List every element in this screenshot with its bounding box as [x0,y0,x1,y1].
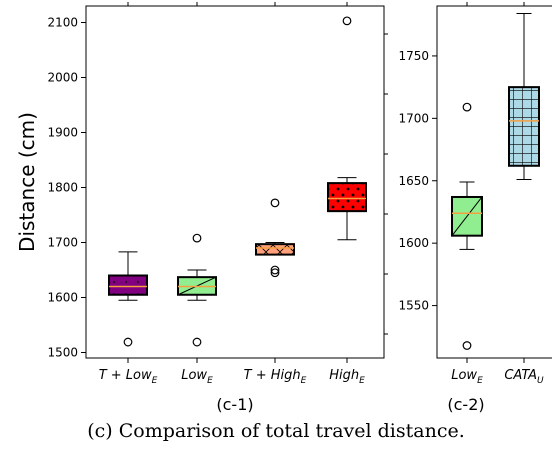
plot-frame [85,5,385,359]
plot-frame [436,5,552,359]
box-hatch [451,196,483,236]
x-tick-label: LowE [451,368,483,386]
box-series [108,16,367,347]
box-1 [177,233,217,347]
x-tick-label: CATAU [504,368,544,386]
outlier-point [270,198,280,208]
box-hatch [328,183,366,212]
panel-c1: 1500 1600 1700 1800 1900 2000 2100 T + LowE Low… [15,2,388,414]
y-tick-label: 1700 [398,111,429,125]
box-hatch [109,275,147,295]
outlier-point [342,16,352,26]
y-tick-label: 1700 [47,236,78,250]
outlier-point [270,265,280,275]
x-axis: LowE CATAU [451,2,544,386]
outlier-point [462,102,472,112]
outlier-point [462,341,472,350]
figure-caption: (c) Comparison of total travel distance. [87,420,465,442]
box-series [451,12,540,350]
outlier-point [192,337,202,347]
box-2 [255,198,295,278]
y-axis: 1550 1600 1650 1700 1750 [398,49,437,313]
y-tick-label: 1750 [398,49,429,63]
box-0 [451,102,483,350]
outlier-point [192,233,202,243]
y-tick-label: 1500 [47,346,78,360]
y-tick-label: 1650 [398,174,429,188]
y-axis-label: Distance (cm) [15,112,39,252]
box-1 [508,12,540,181]
x-tick-label: T + LowE [99,368,158,386]
y-tick-label: 2100 [47,16,78,30]
x-tick-label: LowE [181,368,213,386]
box-3 [327,16,367,241]
subtitle-c2: (c-2) [447,395,484,414]
panel-c2: 1550 1600 1650 1700 1750 LowE CATAU (c-2) [398,2,552,414]
y-axis: 1500 1600 1700 1800 1900 2000 2100 [47,16,388,360]
x-axis: T + LowE LowE T + HighE HighE [99,2,365,386]
box-hatch [509,87,539,166]
figure: 1500 1600 1700 1800 1900 2000 2100 T + LowE Low… [15,2,552,414]
x-tick-label: T + HighE [244,368,307,386]
box-0 [108,251,148,347]
y-tick-label: 1600 [398,236,429,250]
outlier-point [123,337,133,347]
y-tick-label: 1550 [398,299,429,313]
y-tick-label: 1800 [47,181,78,195]
y-tick-label: 2000 [47,71,78,85]
box-hatch [256,244,294,255]
y-tick-label: 1900 [47,126,78,140]
subtitle-c1: (c-1) [216,395,253,414]
y-tick-label: 1600 [47,291,78,305]
outlier-point [270,268,280,278]
x-tick-label: HighE [329,368,365,386]
